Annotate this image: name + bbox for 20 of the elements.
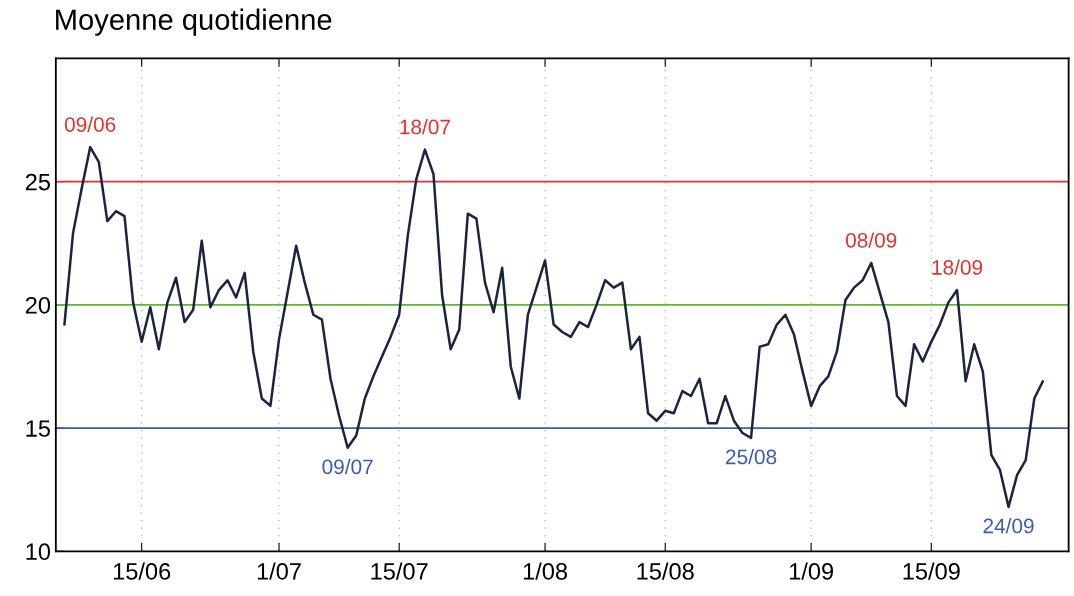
- annotation: 09/07: [322, 458, 373, 475]
- x-tick-label: 15/09: [903, 562, 960, 580]
- annotation: 24/09: [983, 518, 1034, 534]
- x-tick-label: 1/09: [789, 562, 833, 580]
- y-tick-label: 10: [26, 543, 51, 561]
- x-tick-label: 15/06: [113, 562, 171, 580]
- chart-title: Moyenne quotidienne: [56, 8, 332, 36]
- annotation: 08/09: [845, 232, 897, 248]
- line-series: [63, 145, 1045, 509]
- y-tick-label: 25: [25, 173, 50, 191]
- annotation: 18/07: [400, 119, 450, 135]
- annotation: 18/09: [932, 259, 983, 275]
- y-tick-label: 15: [26, 420, 50, 437]
- annotation: 09/06: [64, 116, 116, 132]
- x-tick-label: 15/07: [371, 562, 428, 580]
- x-tick-label: 1/08: [523, 562, 568, 580]
- y-tick-label: 20: [25, 296, 51, 314]
- x-tick-label: 15/08: [637, 562, 694, 580]
- annotation: 25/08: [726, 449, 777, 465]
- x-tick-label: 1/07: [257, 562, 301, 580]
